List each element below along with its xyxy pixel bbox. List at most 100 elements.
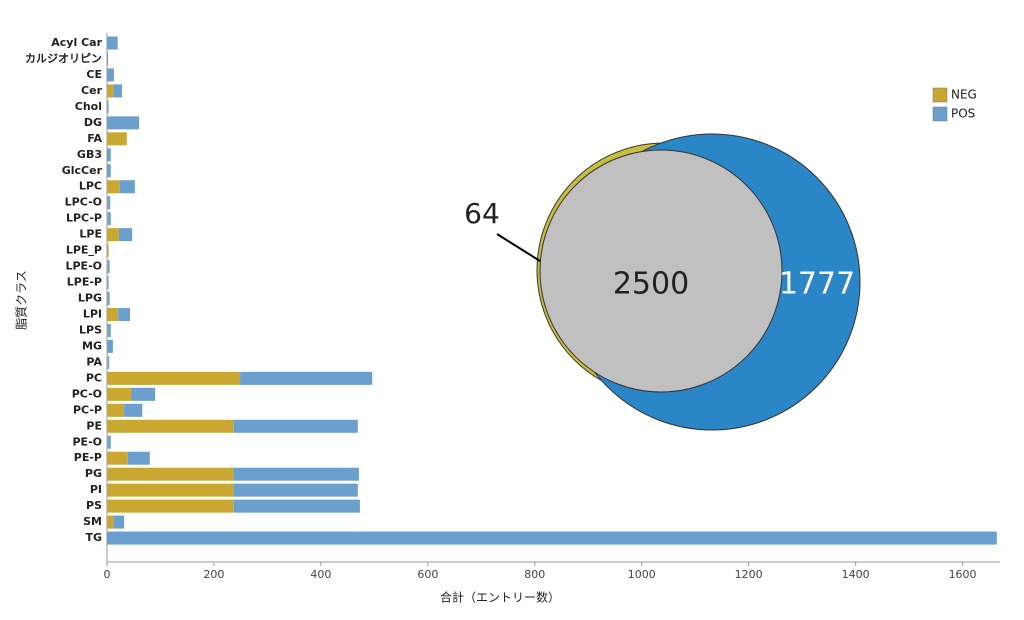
bar (107, 531, 997, 545)
bar (233, 483, 358, 497)
y-tick-label: LPI (83, 307, 102, 320)
bar (108, 323, 111, 337)
x-tick-label: 1000 (628, 568, 656, 581)
bar (233, 419, 358, 433)
y-tick-label: Chol (75, 100, 102, 113)
y-tick-label: PG (85, 467, 102, 480)
legend-label: POS (951, 107, 975, 121)
bar (108, 212, 111, 226)
bar (107, 339, 113, 353)
x-tick-label: 200 (203, 568, 224, 581)
y-tick-label: FA (87, 132, 102, 145)
y-tick-label: LPC-P (66, 212, 102, 225)
bar (107, 499, 234, 513)
y-tick-label: MG (82, 339, 102, 352)
x-tick-label: 800 (524, 568, 545, 581)
bar (108, 435, 111, 449)
bar (107, 403, 125, 417)
y-tick-label: DG (84, 116, 102, 129)
bar (107, 196, 109, 210)
x-tick-label: 600 (417, 568, 438, 581)
bar (233, 499, 360, 513)
x-tick-label: 0 (104, 568, 111, 581)
x-tick-label: 400 (310, 568, 331, 581)
y-tick-label: LPG (78, 292, 102, 305)
y-tick-label: PA (86, 355, 102, 368)
venn-label: 64 (464, 197, 500, 230)
bar (107, 276, 109, 290)
bar (108, 196, 111, 210)
bar (107, 515, 114, 529)
bar (233, 467, 359, 481)
bar (107, 451, 128, 465)
bar (113, 84, 122, 98)
y-tick-label: LPE_P (66, 244, 102, 257)
y-tick-label: LPC (79, 180, 102, 193)
bar (107, 387, 132, 401)
bar (118, 307, 130, 321)
bar (107, 292, 110, 306)
bar (107, 100, 108, 114)
bar (127, 451, 150, 465)
bar (108, 260, 110, 274)
y-tick-label: GB3 (77, 148, 102, 161)
y-tick-label: LPE-P (67, 276, 102, 289)
bar (107, 323, 109, 337)
y-tick-label: SM (83, 515, 102, 528)
bar (107, 467, 234, 481)
bar (107, 244, 109, 258)
bar (107, 132, 127, 146)
bar (131, 387, 156, 401)
bar (240, 371, 373, 385)
bar (107, 68, 114, 82)
legend-swatch (932, 106, 948, 122)
y-tick-label: PE (86, 419, 102, 432)
x-tick-label: 1600 (949, 568, 977, 581)
bar (108, 355, 110, 369)
y-tick-label: PI (90, 483, 102, 496)
bar (107, 355, 109, 369)
bar (107, 36, 118, 50)
y-tick-label: CE (86, 68, 102, 81)
venn-overlap (539, 149, 783, 393)
y-tick-label: PE-P (74, 451, 102, 464)
y-tick-label: Acyl Car (51, 36, 102, 49)
bar (107, 228, 119, 242)
bar (107, 276, 108, 290)
y-tick-label: PC-O (72, 387, 102, 400)
y-tick-label: Cer (81, 84, 103, 97)
y-tick-label: PE-O (73, 435, 103, 448)
bar (119, 180, 135, 194)
bar (107, 116, 140, 130)
y-tick-label: LPE (79, 228, 102, 241)
legend-label: NEG (951, 88, 977, 102)
x-tick-label: 1200 (735, 568, 763, 581)
y-tick-label: TG (85, 531, 102, 544)
bar (107, 483, 234, 497)
venn-label: 1777 (779, 267, 855, 302)
y-axis-title: 脂質クラス (14, 270, 29, 330)
bar (107, 292, 108, 306)
bar (107, 52, 109, 66)
bar (107, 212, 109, 226)
bar (124, 403, 143, 417)
bar (107, 164, 111, 178)
y-tick-label: GlcCer (62, 164, 103, 177)
bar (107, 148, 111, 162)
y-tick-label: LPE-O (65, 260, 102, 273)
bar (107, 339, 108, 353)
callout-line (496, 233, 541, 262)
bar (107, 100, 109, 114)
y-tick-label: LPC-O (65, 196, 102, 209)
y-tick-label: PC-P (73, 403, 102, 416)
bar (107, 307, 119, 321)
bar (113, 515, 125, 529)
bar (107, 419, 234, 433)
bar (107, 180, 120, 194)
legend-swatch (932, 87, 948, 103)
bar (118, 228, 133, 242)
y-tick-label: LPS (79, 323, 102, 336)
bar (107, 260, 109, 274)
y-tick-label: PS (86, 499, 102, 512)
